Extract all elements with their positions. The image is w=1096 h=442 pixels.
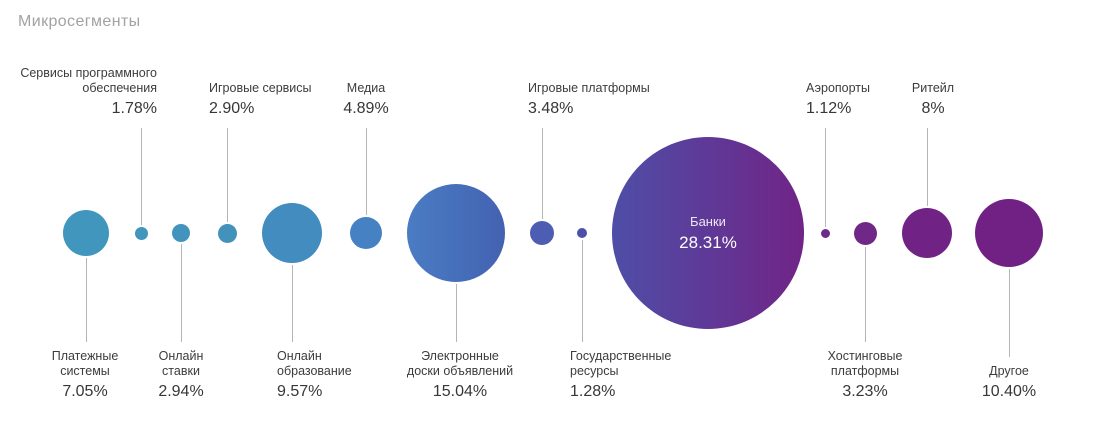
segment-label: Банки 28.31% (612, 137, 804, 329)
segment-name: доски объявлений (406, 364, 514, 378)
segment-value: 15.04% (432, 383, 488, 400)
bubble-segment[interactable]: Банки 28.31% (612, 137, 804, 329)
segment-name: Ритейл (911, 81, 955, 95)
segment-label: Онлайн ставки 2.94% (71, 349, 291, 402)
segment-label: Другое 10.40% (899, 364, 1096, 402)
connector-line (292, 265, 293, 342)
segment-value: 10.40% (981, 383, 1037, 400)
segment-label: Игровые сервисы 2.90% (209, 81, 312, 119)
segment-name: Государственные (570, 349, 672, 363)
connector-line (582, 240, 583, 342)
segment-label: Игровые платформы 3.48% (528, 81, 650, 119)
bubble-segment[interactable] (262, 203, 322, 263)
connector-line (227, 128, 228, 222)
segment-name: Аэропорты (806, 81, 871, 95)
segment-name: Платежные (51, 349, 119, 363)
segment-value: 7.05% (62, 383, 108, 400)
segment-name: Онлайн (158, 349, 204, 363)
segment-name: обеспечения (82, 81, 157, 95)
segment-name: системы (60, 364, 110, 378)
bubble-segment[interactable] (172, 224, 190, 242)
segment-name: Медиа (346, 81, 386, 95)
segment-name: Игровые платформы (528, 81, 650, 95)
bubble-segment[interactable] (577, 228, 587, 238)
connector-line (927, 128, 928, 206)
connector-line (542, 128, 543, 219)
segment-name: Игровые сервисы (209, 81, 312, 95)
connector-line (366, 128, 367, 215)
connector-line (1009, 269, 1010, 357)
bubble-segment[interactable] (134, 226, 148, 240)
bubble-segment[interactable] (530, 221, 554, 245)
segment-name: образование (277, 364, 352, 378)
segment-value: 2.94% (158, 383, 204, 400)
segment-value: 1.28% (570, 383, 616, 400)
segment-value: 3.23% (842, 383, 888, 400)
segment-value: 3.48% (528, 100, 574, 117)
connector-line (456, 284, 457, 342)
segment-name: ресурсы (570, 364, 619, 378)
segment-name: Другое (989, 364, 1029, 378)
connector-line (181, 244, 182, 342)
segment-name: ставки (162, 364, 200, 378)
segment-name: Онлайн (277, 349, 322, 363)
segment-name: Хостинговые (827, 349, 903, 363)
bubble-segment[interactable] (63, 210, 109, 256)
connector-line (865, 246, 866, 342)
segment-value: 1.78% (111, 100, 157, 117)
segment-label: Хостинговые платформы 3.23% (755, 349, 975, 402)
segment-label: Аэропорты 1.12% (806, 81, 870, 119)
segment-name: Электронные (421, 349, 499, 363)
bubble-segment[interactable] (407, 184, 505, 282)
segment-label: Онлайн образование 9.57% (277, 349, 352, 402)
segment-label: Электронные доски объявлений 15.04% (350, 349, 570, 402)
bubble-segment[interactable] (820, 228, 830, 238)
segment-name: Банки (690, 213, 726, 229)
bubble-segment[interactable] (853, 221, 877, 245)
segment-label: Государственные ресурсы 1.28% (570, 349, 671, 402)
segment-name: платформы (830, 364, 900, 378)
bubble-segment[interactable] (217, 223, 237, 243)
segment-value: 9.57% (277, 383, 323, 400)
segment-name: Сервисы программного (20, 66, 157, 80)
segment-label: Медиа 4.89% (256, 81, 476, 119)
bubble-segment[interactable] (975, 199, 1043, 267)
segment-value: 8% (921, 100, 945, 117)
segment-value: 1.12% (806, 100, 852, 117)
connector-line (86, 258, 87, 342)
segment-label: Сервисы программного обеспечения 1.78% (20, 66, 157, 119)
bubble-segment[interactable] (902, 208, 952, 258)
segment-value: 2.90% (209, 100, 255, 117)
segment-label: Ритейл 8% (823, 81, 1043, 119)
connector-line (825, 128, 826, 227)
chart-title: Микросегменты (18, 13, 141, 30)
bubble-segment[interactable] (350, 217, 382, 249)
segment-value: 4.89% (343, 100, 389, 117)
segment-value: 28.31% (679, 232, 737, 252)
segment-label: Платежные системы 7.05% (0, 349, 195, 402)
connector-line (141, 128, 142, 225)
